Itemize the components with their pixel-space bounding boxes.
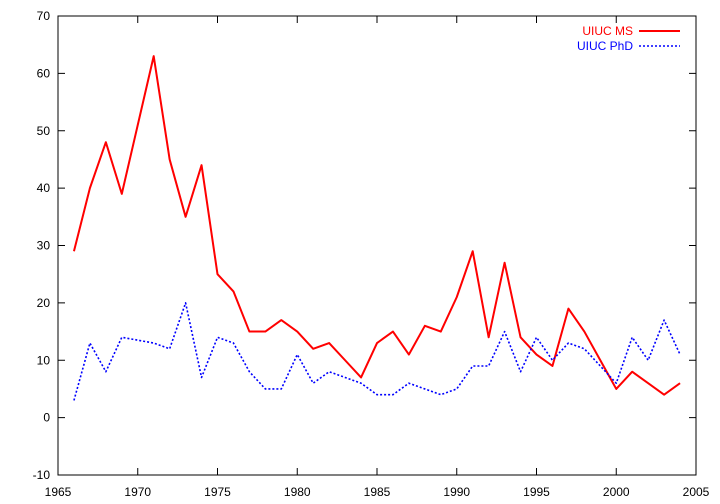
y-tick-label: 0 [43,411,50,425]
x-tick-label: 1995 [523,485,550,499]
x-tick-label: 1970 [124,485,151,499]
x-tick-label: 1985 [364,485,391,499]
series-line-phd [73,302,681,401]
legend-label-phd: UIUC PhD [577,39,633,53]
legend: UIUC MS UIUC PhD [577,24,680,53]
x-tick-label: 1980 [284,485,311,499]
axis-tick-labels: 1965 1970 1975 1980 1985 1990 1995 2000 2005 -10 0… [33,9,710,499]
y-tick-label: 70 [37,9,51,23]
y-tick-label: 40 [37,181,51,195]
series-lines [72,55,681,401]
axis-ticks [57,15,697,476]
plot-frame [57,15,697,476]
x-tick-label: 2005 [683,485,710,499]
x-tick-label: 1990 [443,485,470,499]
series-line-ms [72,55,681,396]
y-tick-label: 10 [37,353,51,367]
y-tick-label: 30 [37,239,51,253]
x-tick-label: 1975 [204,485,231,499]
y-tick-label: 60 [37,66,51,80]
y-tick-label: -10 [33,468,51,482]
x-tick-label: 1965 [45,485,72,499]
x-tick-label: 2000 [603,485,630,499]
y-tick-label: 50 [37,124,51,138]
legend-label-ms: UIUC MS [582,24,633,38]
y-tick-label: 20 [37,296,51,310]
